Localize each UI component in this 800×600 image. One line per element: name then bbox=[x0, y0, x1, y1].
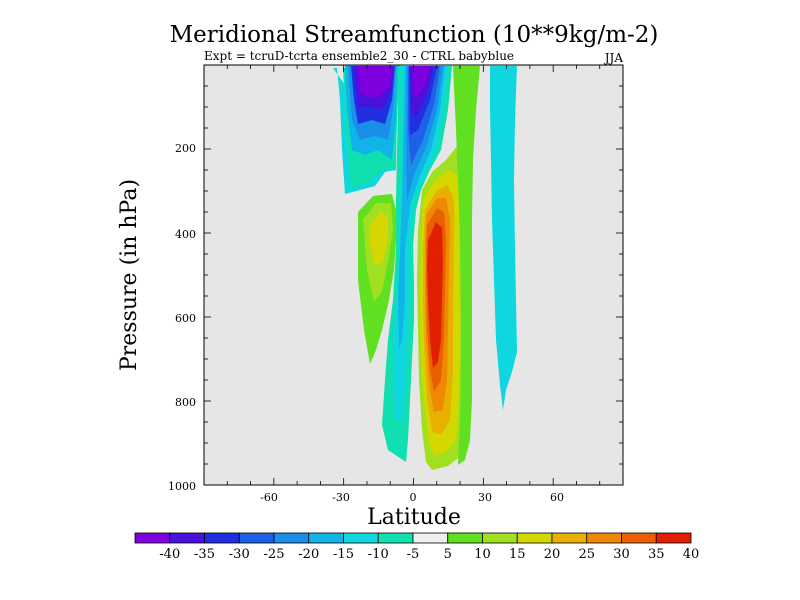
colorbar-swatch bbox=[343, 532, 379, 544]
colorbar-swatch bbox=[308, 532, 344, 544]
x-axis-title: Latitude bbox=[367, 505, 461, 530]
colorbar-swatch bbox=[134, 532, 171, 544]
colorbar-labels: -40 -35 -30 -25 -20 -15 -10 -5 5 10 15 20 25 30 35 40 bbox=[159, 547, 699, 562]
colorbar-label: 10 bbox=[474, 547, 491, 562]
colorbar-label: -20 bbox=[298, 547, 319, 562]
colorbar-swatch bbox=[551, 532, 588, 544]
y-tick-label: 800 bbox=[175, 396, 196, 409]
colorbar-label: -15 bbox=[333, 547, 354, 562]
colorbar-swatch bbox=[655, 532, 692, 544]
minor-ticks bbox=[204, 65, 623, 485]
y-tick-label: 1000 bbox=[168, 480, 196, 493]
colorbar-label: -5 bbox=[407, 547, 420, 562]
colorbar-swatch bbox=[447, 532, 483, 544]
contour-field bbox=[333, 65, 517, 470]
chart-title: Meridional Streamfunction (10**9kg/m-2) bbox=[170, 22, 659, 48]
colorbar-label: -10 bbox=[368, 547, 389, 562]
season-label: JJA bbox=[603, 51, 624, 65]
colorbar-label: -25 bbox=[264, 547, 285, 562]
colorbar-label: 40 bbox=[683, 547, 700, 562]
x-tick-label: -60 bbox=[260, 491, 278, 504]
colorbar-swatch bbox=[273, 532, 310, 544]
colorbar-label: -35 bbox=[194, 547, 215, 562]
x-axis: -60 -30 0 30 60 bbox=[260, 491, 564, 504]
colorbar-swatch bbox=[586, 532, 622, 544]
contour-region bbox=[369, 212, 388, 266]
contour-region bbox=[412, 66, 430, 100]
colorbar-label: 35 bbox=[648, 547, 665, 562]
x-tick-label: 60 bbox=[550, 491, 564, 504]
colorbar-swatch bbox=[482, 532, 518, 544]
colorbar-swatch bbox=[169, 532, 205, 544]
contour-region bbox=[427, 222, 443, 368]
colorbar-swatch bbox=[412, 532, 449, 544]
colorbar-swatch bbox=[204, 532, 240, 544]
y-tick-label: 600 bbox=[175, 312, 196, 325]
colorbar-label: 30 bbox=[613, 547, 630, 562]
y-axis: 200 400 600 800 1000 bbox=[168, 142, 196, 493]
colorbar-label: 20 bbox=[544, 547, 561, 562]
contour-region bbox=[453, 66, 480, 465]
colorbar-label: 25 bbox=[578, 547, 595, 562]
y-tick-label: 200 bbox=[175, 142, 196, 155]
colorbar-label: -40 bbox=[159, 547, 180, 562]
colorbar-label: 15 bbox=[509, 547, 526, 562]
colorbar-label: -30 bbox=[229, 547, 250, 562]
colorbar-swatch bbox=[621, 532, 657, 544]
colorbar-label: 5 bbox=[444, 547, 452, 562]
x-tick-label: -30 bbox=[332, 491, 350, 504]
colorbar bbox=[134, 532, 692, 544]
y-axis-title: Pressure (in hPa) bbox=[117, 179, 142, 371]
colorbar-swatch bbox=[238, 532, 275, 544]
colorbar-swatch bbox=[377, 532, 414, 544]
colorbar-swatch bbox=[516, 532, 553, 544]
contour-region bbox=[490, 66, 517, 410]
chart-subtitle: Expt = tcruD-tcrta ensemble2_30 - CTRL b… bbox=[204, 49, 514, 63]
x-tick-label: 30 bbox=[478, 491, 492, 504]
x-tick-label: 0 bbox=[410, 491, 417, 504]
contour-region bbox=[357, 66, 393, 98]
y-tick-label: 400 bbox=[175, 228, 196, 241]
